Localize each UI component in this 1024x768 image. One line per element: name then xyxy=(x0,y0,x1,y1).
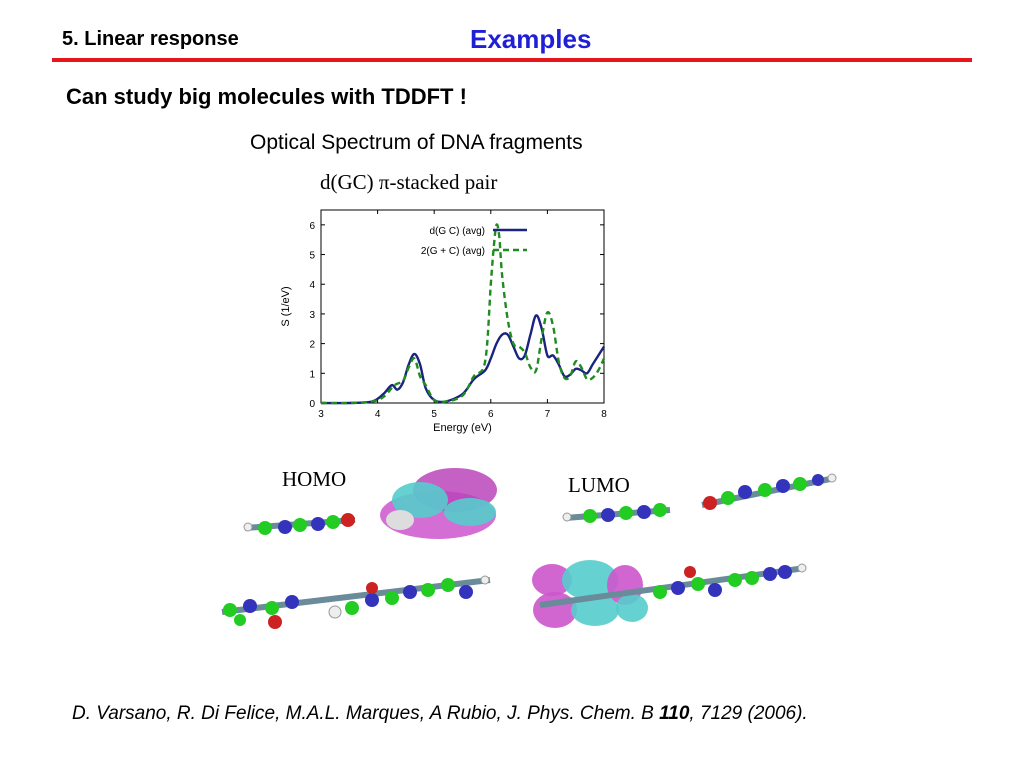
series-line-2 xyxy=(320,223,606,405)
slide-title: Examples xyxy=(470,24,592,54)
x-axis-label: Energy (eV) xyxy=(433,422,492,434)
lumo-label: LUMO xyxy=(568,473,630,497)
y-tick-label: 2 xyxy=(309,340,315,351)
x-tick-label: 6 xyxy=(488,409,494,420)
optical-spectrum-chart: 0 1 2 3 4 5 6 3 4 5 6 7 8 d(G C) (avg) 2(G + C) (avg… xyxy=(280,209,607,434)
citation-volume: 110 xyxy=(659,703,690,724)
series-line-1 xyxy=(320,314,606,405)
citation: D. Varsano, R. Di Felice, M.A.L. Marques… xyxy=(72,703,808,725)
lumo-orbital xyxy=(532,560,648,628)
y-tick-label: 1 xyxy=(309,369,315,380)
y-tick-label: 0 xyxy=(309,399,315,410)
homo-label: HOMO xyxy=(282,467,347,491)
x-tick-label: 3 xyxy=(318,409,324,420)
legend-label: 2(G + C) (avg) xyxy=(421,246,485,257)
y-tick-label: 4 xyxy=(309,280,315,291)
y-tick-label: 5 xyxy=(309,251,315,262)
slide-heading: Can study big molecules with TDDFT ! xyxy=(66,84,467,109)
figure-subtitle: Optical Spectrum of DNA fragments xyxy=(250,131,583,154)
homo-orbital xyxy=(380,468,497,539)
x-tick-label: 5 xyxy=(431,409,437,420)
legend-label: d(G C) (avg) xyxy=(429,226,485,237)
y-axis-label: S (1/eV) xyxy=(280,286,292,326)
section-label: 5. Linear response xyxy=(62,28,239,50)
dna-pair-label: d(GC) π-stacked pair xyxy=(320,170,498,194)
plot-frame xyxy=(320,209,605,404)
lumo-molecule-bottom xyxy=(539,563,807,608)
x-tick-label: 4 xyxy=(375,409,381,420)
y-tick-label: 3 xyxy=(309,310,315,321)
x-tick-label: 8 xyxy=(601,409,607,420)
title-divider xyxy=(52,58,972,62)
citation-journal: J. Phys. Chem. B xyxy=(507,703,660,724)
citation-authors: D. Varsano, R. Di Felice, M.A.L. Marques… xyxy=(72,703,497,724)
x-tick-label: 7 xyxy=(545,409,551,420)
citation-separator: , xyxy=(496,703,508,724)
homo-molecule-bottom xyxy=(221,575,491,629)
homo-molecule-top xyxy=(243,513,356,535)
citation-rest: , 7129 (2006). xyxy=(689,703,808,724)
y-tick-label: 6 xyxy=(309,221,315,232)
